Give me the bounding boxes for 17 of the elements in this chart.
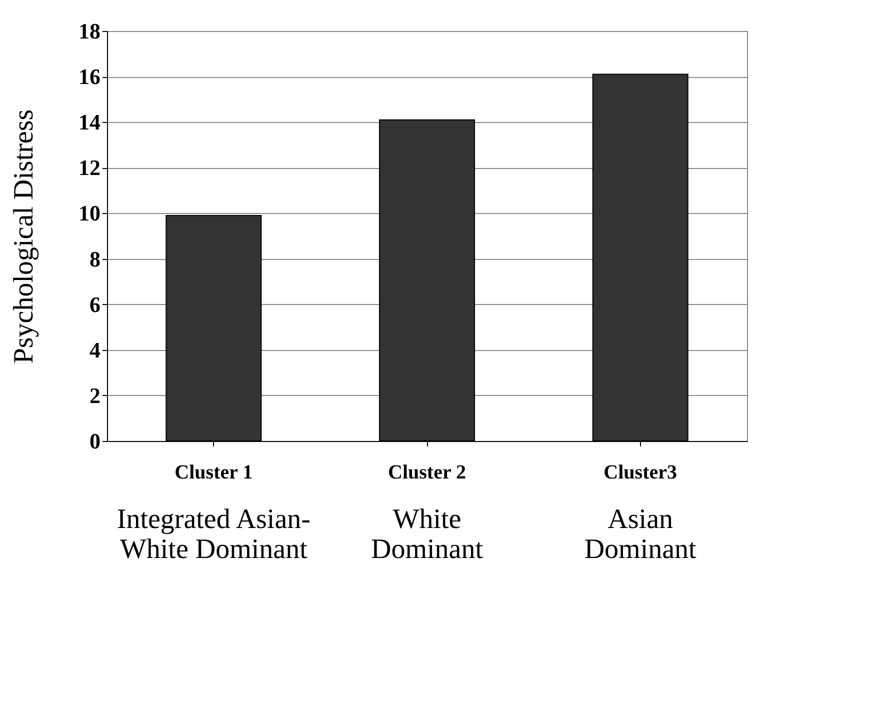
y-tick-label: 8 [90,246,100,272]
y-tick-label: 16 [78,64,100,90]
text: White Dominant [371,504,484,565]
y-tick-label: 0 [90,428,100,454]
y-tick-label: 12 [78,155,100,180]
text: Asian Dominant [584,504,697,565]
y-tick-label: 18 [78,18,100,44]
x-tick-label: Cluster3 [604,462,677,484]
x-tick-label: Cluster 2 [388,462,466,484]
y-tick-label: 6 [90,292,100,317]
y-axis-title: Psychological Distress [8,109,40,364]
y-tick-label: 10 [78,200,100,226]
text: Integrated Asian- White Dominant [116,504,310,565]
x-tick-label: Cluster 1 [174,462,253,484]
y-tick-label: 14 [78,110,100,135]
y-tick-label: 4 [90,337,100,362]
y-tick-label: 2 [90,382,100,408]
